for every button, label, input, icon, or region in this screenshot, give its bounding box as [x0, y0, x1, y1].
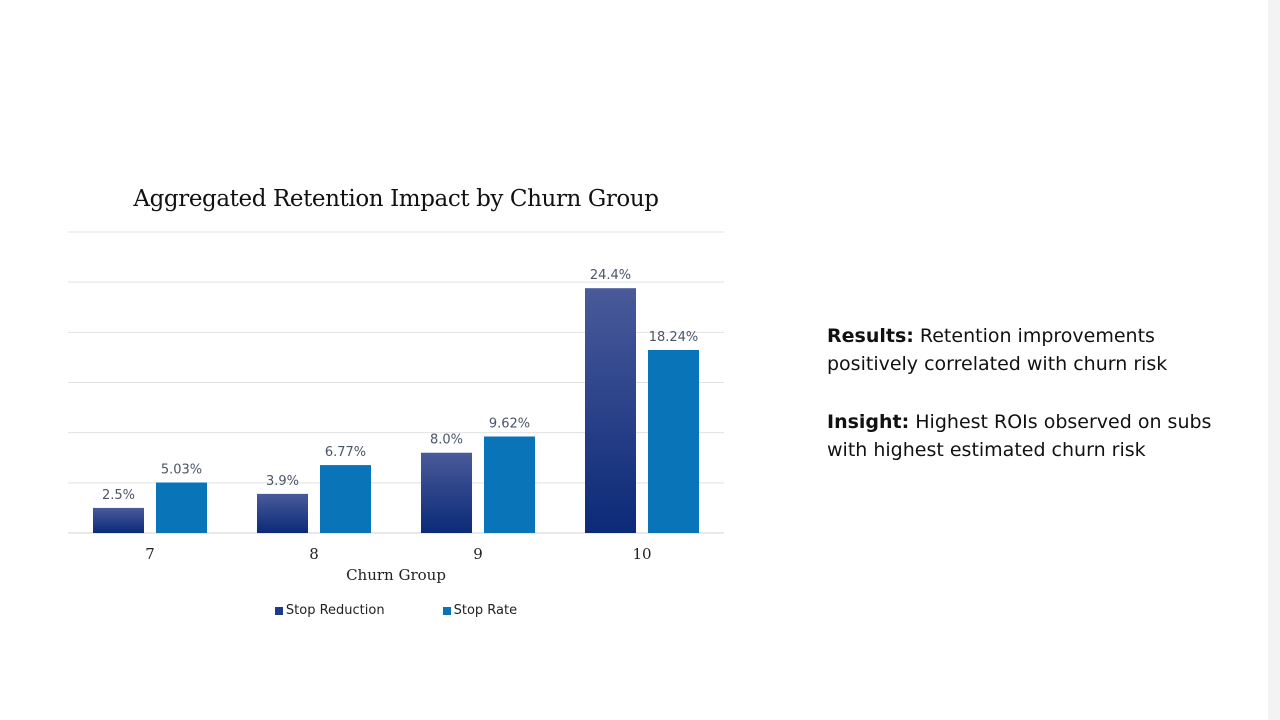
bar-stop-reduction-10 [585, 288, 636, 533]
legend-swatch-stop-reduction [274, 606, 283, 615]
data-label-stop-reduction-8: 3.9% [266, 474, 299, 489]
data-label-stop-reduction-10: 24.4% [590, 268, 631, 283]
legend-item-stop-rate: Stop Rate [442, 603, 518, 618]
results-note: Results: Retention improvements positive… [827, 322, 1247, 378]
x-tick-label-8: 8 [309, 545, 319, 563]
bar-stop-reduction-8 [257, 493, 308, 533]
results-text: Retention improvements positively correl… [827, 325, 1168, 375]
bar-stop-reduction-9 [421, 452, 472, 533]
bar-stop-rate-10 [648, 349, 699, 533]
bar-stop-rate-7 [156, 482, 207, 533]
notes-panel: Results: Retention improvements positive… [827, 322, 1247, 494]
legend-item-stop-reduction: Stop Reduction [274, 603, 385, 618]
chart-legend: Stop Reduction Stop Rate [68, 603, 724, 618]
bar-stop-reduction-7 [93, 507, 144, 533]
chart-title: Aggregated Retention Impact by Churn Gro… [133, 186, 659, 212]
x-axis-label: Churn Group [346, 566, 446, 584]
data-label-stop-rate-10: 18.24% [649, 330, 699, 345]
x-tick-label-9: 9 [473, 545, 483, 563]
bar-chart: 2.5% 5.03% 3.9% 6.77% 8.0% 9.62% 24.4% 18.24% 7… [68, 231, 724, 563]
bar-stop-rate-8 [320, 465, 371, 533]
data-label-stop-reduction-7: 2.5% [102, 488, 135, 503]
insight-label: Insight: [827, 411, 910, 433]
data-label-stop-reduction-9: 8.0% [430, 433, 463, 448]
x-tick-label-7: 7 [145, 545, 155, 563]
bar-stop-rate-9 [484, 436, 535, 533]
data-label-stop-rate-9: 9.62% [489, 416, 530, 431]
results-label: Results: [827, 325, 914, 347]
insight-text: Highest ROIs observed on subs with highe… [827, 411, 1212, 461]
data-label-stop-rate-7: 5.03% [161, 463, 202, 478]
data-label-stop-rate-8: 6.77% [325, 445, 366, 460]
legend-swatch-stop-rate [442, 606, 451, 615]
legend-label-stop-reduction: Stop Reduction [285, 603, 385, 618]
legend-label-stop-rate: Stop Rate [453, 603, 518, 618]
insight-note: Insight: Highest ROIs observed on subs w… [827, 408, 1247, 464]
x-tick-label-10: 10 [632, 545, 651, 563]
slide-edge [1268, 0, 1280, 720]
